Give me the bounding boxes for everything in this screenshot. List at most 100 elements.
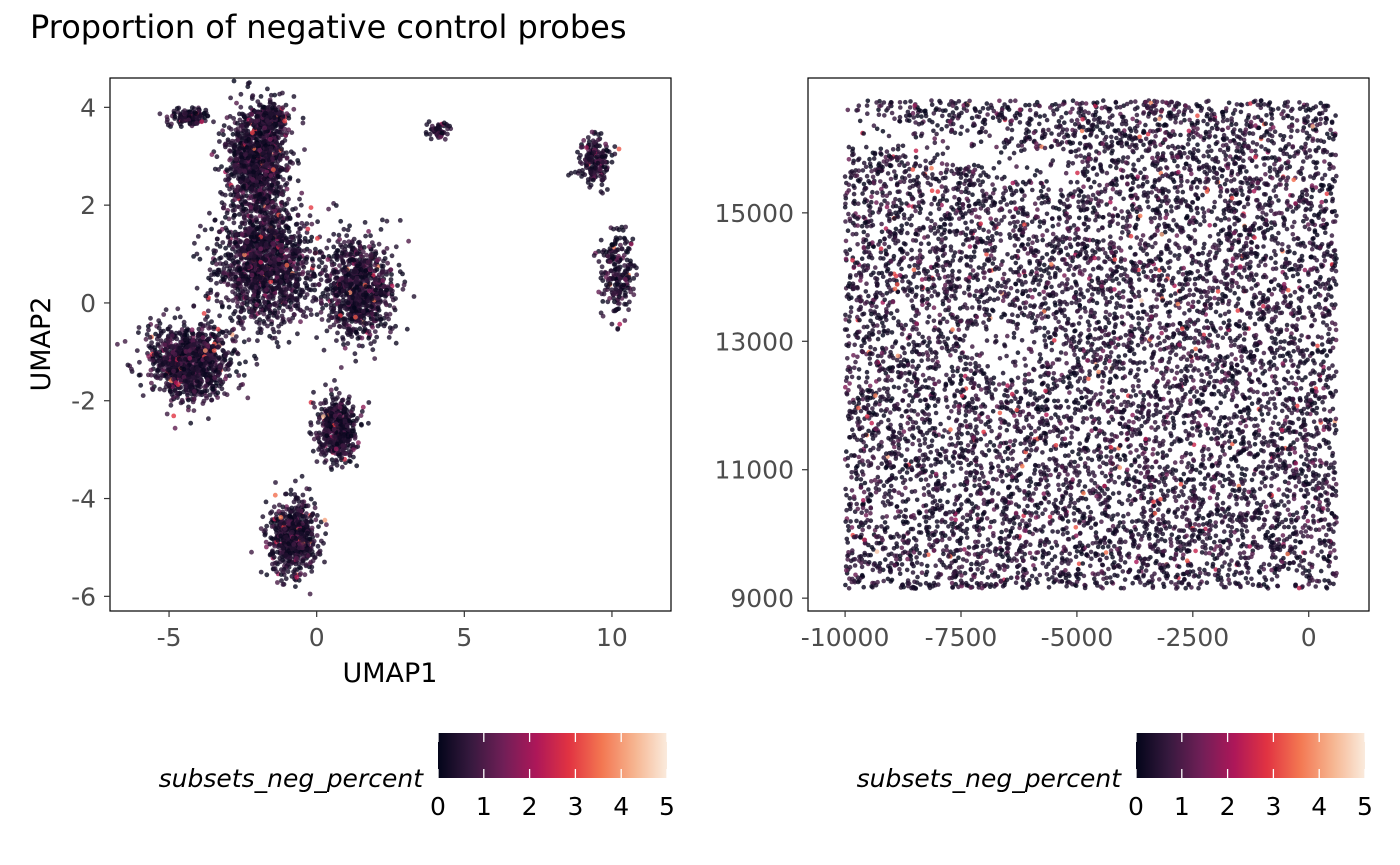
umap-point (194, 285, 200, 291)
umap-point (243, 295, 249, 301)
umap-point (183, 378, 188, 384)
umap-point (187, 355, 193, 361)
umap-point (209, 272, 214, 278)
umap-point (372, 262, 378, 268)
umap-point (372, 277, 378, 282)
umap-point (359, 422, 364, 428)
umap-point (284, 262, 290, 268)
umap-point (166, 351, 172, 357)
umap-point (201, 311, 207, 316)
umap-point (274, 303, 279, 308)
umap-point (205, 321, 211, 326)
umap-point (293, 289, 298, 294)
umap-point (295, 178, 301, 184)
umap-point (267, 136, 273, 142)
umap-point (219, 220, 225, 226)
umap-point (260, 158, 266, 164)
umap-point (215, 395, 221, 400)
umap-point (330, 461, 336, 466)
umap-point (335, 330, 340, 336)
umap-point (319, 317, 325, 322)
umap-point (223, 295, 229, 301)
umap-point (169, 333, 175, 339)
umap-point (233, 334, 239, 339)
umap-point (179, 397, 185, 403)
umap-point (216, 337, 221, 342)
umap-point (254, 361, 260, 367)
umap-point (170, 356, 176, 362)
umap-point (267, 303, 273, 309)
umap-point (397, 269, 403, 275)
umap-point (332, 315, 337, 320)
umap-point (281, 177, 286, 182)
umap-point (254, 226, 260, 232)
umap-point (369, 304, 374, 310)
umap-point (380, 217, 385, 223)
umap-point (218, 379, 223, 384)
umap-point (177, 357, 183, 363)
umap-point (338, 242, 343, 248)
umap-point (302, 147, 307, 153)
umap-point (261, 264, 267, 270)
umap-point (251, 169, 256, 175)
umap-point (323, 400, 329, 406)
umap-point (274, 140, 279, 146)
umap-point (275, 271, 280, 276)
umap-point (236, 260, 241, 265)
umap-point (202, 227, 208, 233)
umap-point (368, 252, 374, 257)
umap-point (298, 202, 304, 208)
umap-point (333, 457, 339, 463)
umap-point (265, 224, 270, 230)
umap-point (236, 385, 242, 391)
umap-point (304, 305, 310, 311)
umap-point (238, 140, 244, 146)
umap-point (283, 182, 288, 188)
umap-point (275, 344, 281, 350)
umap-point (354, 279, 360, 285)
umap-point (232, 212, 238, 218)
umap-point (234, 193, 240, 199)
umap-point (395, 283, 400, 288)
umap-point (191, 303, 197, 309)
umap-point (145, 323, 151, 329)
umap-point (316, 282, 322, 288)
umap-point (136, 330, 141, 335)
umap-point (270, 156, 275, 162)
umap-point (271, 249, 276, 254)
umap-point (372, 356, 378, 361)
umap-point (311, 436, 317, 442)
umap-point (308, 205, 314, 211)
umap-point (204, 355, 210, 361)
umap-point (396, 262, 402, 268)
umap-point (194, 251, 200, 257)
umap-point (374, 267, 380, 272)
umap-point (238, 284, 244, 290)
umap-point (206, 336, 212, 342)
umap-point (257, 209, 263, 215)
umap-point (259, 270, 265, 276)
umap-point (364, 277, 370, 283)
umap-point (333, 310, 339, 316)
umap-point (286, 229, 292, 234)
umap-point (292, 282, 298, 288)
umap-point (368, 266, 373, 271)
umap-point (252, 261, 258, 266)
umap-point (361, 245, 367, 250)
umap-point (237, 315, 243, 321)
umap-point (254, 182, 260, 188)
umap-point (228, 252, 234, 258)
umap-point (369, 311, 375, 316)
umap-point (290, 160, 295, 166)
umap-point (280, 264, 286, 269)
umap-point (262, 210, 268, 216)
umap-point (255, 153, 261, 159)
umap-point (230, 192, 236, 198)
umap-point (369, 295, 374, 300)
umap-point (275, 205, 280, 211)
umap-point (220, 360, 225, 366)
umap-point (192, 240, 197, 246)
umap-point (295, 272, 301, 278)
umap-point (269, 229, 275, 234)
umap-point (257, 192, 262, 197)
